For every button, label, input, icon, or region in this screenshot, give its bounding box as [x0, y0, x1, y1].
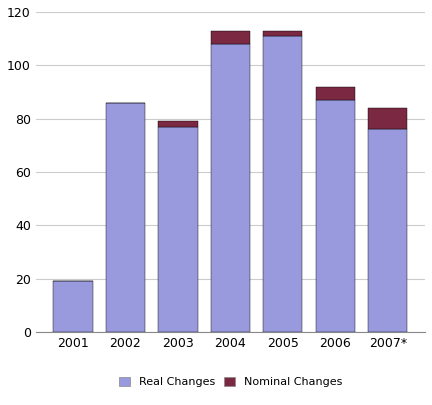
Bar: [316, 87, 355, 100]
Bar: [158, 127, 197, 332]
Bar: [54, 281, 93, 332]
Bar: [263, 36, 302, 332]
Bar: [368, 129, 407, 332]
Bar: [263, 31, 302, 36]
Bar: [211, 31, 250, 44]
Legend: Real Changes, Nominal Changes: Real Changes, Nominal Changes: [119, 377, 342, 387]
Bar: [316, 100, 355, 332]
Bar: [368, 108, 407, 129]
Bar: [211, 44, 250, 332]
Bar: [106, 102, 145, 332]
Bar: [158, 122, 197, 127]
